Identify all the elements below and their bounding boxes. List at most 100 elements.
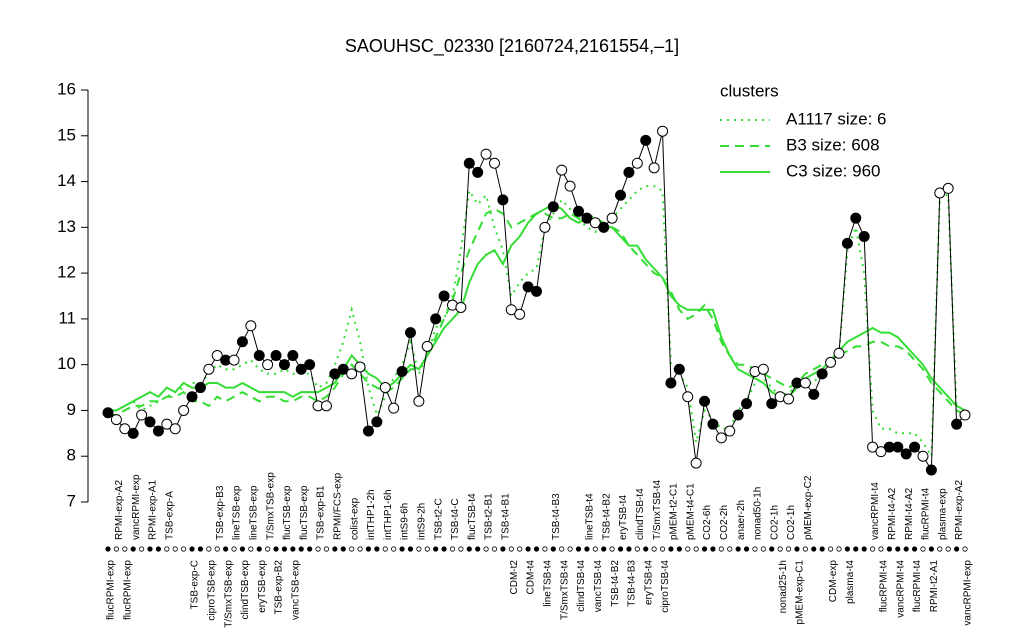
- x-tick-label: vancRPMI-t4: [870, 482, 881, 540]
- data-point: [245, 320, 257, 332]
- data-point: [808, 388, 820, 400]
- data-point: [631, 157, 643, 169]
- x-tick-label: CO2-6h: [702, 505, 713, 540]
- data-point: [766, 398, 778, 410]
- strip-dot: [407, 546, 414, 552]
- strip-dot: [752, 546, 758, 552]
- data-point: [430, 313, 442, 325]
- data-point: [178, 404, 190, 416]
- strip-dot: [281, 546, 288, 552]
- x-tick-label: ciproTSB-t4: [660, 560, 671, 613]
- x-tick-label: RPMI-exp-A2: [114, 480, 125, 540]
- y-tick-label: 11: [58, 308, 76, 327]
- data-point: [203, 363, 215, 375]
- expression-line: [107, 131, 966, 472]
- strip-dot: [643, 546, 649, 552]
- y-tick-label: 8: [67, 446, 76, 465]
- strip-dot: [920, 546, 926, 552]
- strip-dot: [559, 546, 565, 552]
- x-tick-label: lineTSB-t4: [585, 493, 596, 540]
- strip-dot: [903, 546, 909, 552]
- data-point: [623, 166, 635, 178]
- data-point: [682, 391, 694, 403]
- strip-dot: [382, 546, 388, 552]
- y-tick-label: 7: [67, 491, 76, 510]
- strip-dot: [836, 546, 842, 552]
- strip-dot: [685, 546, 691, 552]
- x-tick-label: TSB-t4-B2: [601, 493, 612, 540]
- data-point: [169, 423, 181, 435]
- x-tick-label: plasma-exp: [937, 488, 948, 540]
- y-tick-label: 14: [57, 171, 76, 190]
- x-tick-label: T/SmxTSB-t4: [559, 560, 570, 620]
- legend-label: B3 size: 608: [786, 135, 880, 154]
- strip-dot: [130, 546, 136, 552]
- data-point: [657, 125, 669, 137]
- data-point: [194, 382, 206, 394]
- strip-dot: [760, 546, 766, 552]
- strip-dot: [273, 546, 279, 552]
- strip-dot: [525, 546, 531, 552]
- strip-dot: [256, 546, 262, 552]
- strip-dot: [147, 546, 153, 552]
- strip-dot: [718, 546, 724, 552]
- strip-dot: [584, 546, 590, 552]
- data-point: [799, 377, 811, 389]
- x-tick-label: clindTSB-t4: [576, 560, 587, 612]
- strip-dot: [701, 546, 708, 552]
- x-tick-label: TSB-exp-B2: [274, 560, 285, 615]
- data-point: [732, 409, 744, 421]
- data-point: [757, 363, 769, 375]
- x-tick-label: vancRPMI-exp: [131, 474, 142, 540]
- data-point: [522, 281, 534, 293]
- data-point: [699, 395, 711, 407]
- x-tick-label: plasma-t4: [845, 560, 856, 604]
- strip-dot: [399, 546, 405, 552]
- x-tick-label: intTHP1-2h: [366, 489, 377, 540]
- data-point: [186, 391, 198, 403]
- x-tick-label: TSB-exp-A: [164, 491, 175, 540]
- strip-dot: [139, 546, 145, 552]
- data-point: [346, 368, 358, 380]
- y-tick-label: 9: [67, 400, 76, 419]
- data-point: [404, 327, 416, 339]
- x-tick-label: TSB-t2-B1: [484, 493, 495, 540]
- strip-dot: [659, 546, 666, 552]
- strip-dot: [869, 546, 876, 552]
- strip-dot: [945, 546, 951, 552]
- data-point: [421, 340, 433, 352]
- strip-dot: [214, 546, 220, 552]
- cluster-line: [108, 185, 966, 460]
- x-tick-label: CO2-1h: [769, 505, 780, 540]
- strip-dot: [727, 546, 733, 552]
- data-point: [287, 350, 299, 362]
- data-point: [665, 377, 677, 389]
- strip-dot: [676, 546, 682, 552]
- data-point: [875, 446, 887, 458]
- data-point: [648, 162, 660, 174]
- x-tick-label: flucRPMI-t4: [879, 560, 890, 613]
- x-tick-label: T/SmxTSB-exp: [223, 560, 234, 628]
- x-tick-label: T/SmxTSB-exp: [265, 472, 276, 540]
- data-point: [497, 194, 509, 206]
- strip-dot: [239, 546, 246, 552]
- data-point: [581, 212, 593, 224]
- data-point: [673, 363, 685, 375]
- y-tick-label: 15: [57, 125, 76, 144]
- strip-dot: [449, 546, 456, 552]
- data-point: [228, 354, 240, 366]
- strip-dot: [785, 546, 792, 552]
- x-tick-label: intTHP1-6h: [383, 489, 394, 540]
- data-point: [892, 441, 904, 453]
- x-tick-label: CO2-1h: [786, 505, 797, 540]
- data-point: [144, 416, 156, 428]
- strip-dot: [567, 546, 573, 552]
- strip-dot: [802, 546, 808, 552]
- strip-dot: [777, 546, 783, 552]
- data-point: [900, 448, 912, 460]
- x-tick-label: TSB-t4-B1: [501, 493, 512, 540]
- strip-dot: [735, 546, 741, 552]
- strip-dot: [248, 546, 254, 552]
- x-tick-label: TSB-exp-B1: [316, 485, 327, 540]
